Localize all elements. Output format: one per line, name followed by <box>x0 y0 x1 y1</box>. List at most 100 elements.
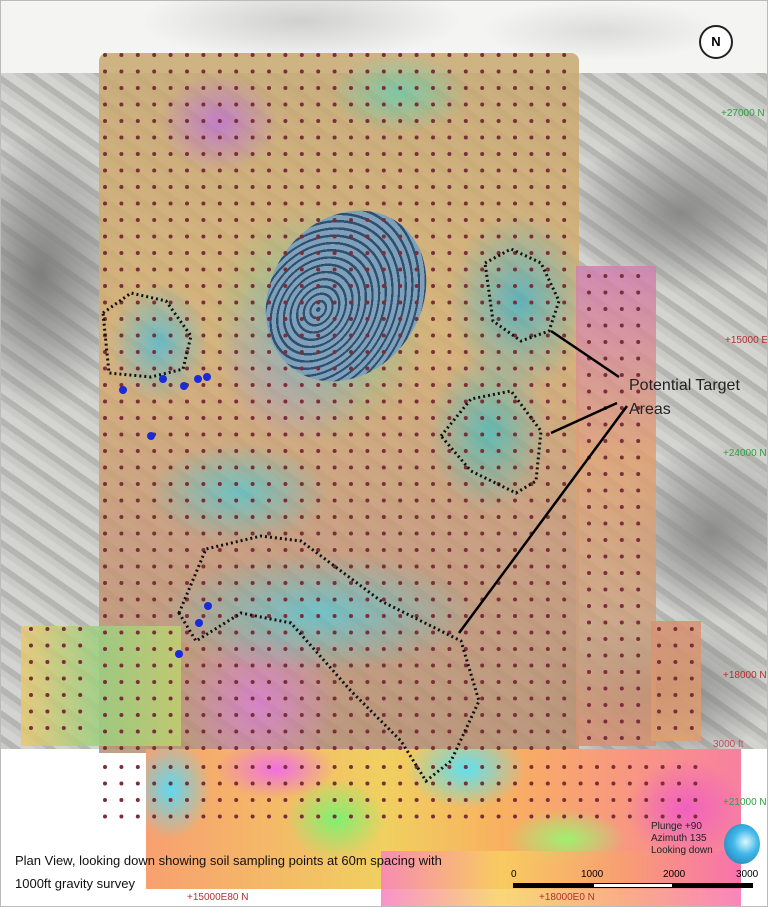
sampling-point <box>381 383 386 387</box>
sampling-point <box>332 300 337 305</box>
sampling-point <box>103 498 107 503</box>
sampling-point <box>135 218 140 222</box>
sampling-point <box>587 571 591 575</box>
sampling-point <box>480 515 485 519</box>
sampling-point <box>217 746 222 750</box>
sampling-point <box>463 102 468 107</box>
sampling-point <box>267 234 271 239</box>
target-area-northeast[interactable] <box>483 247 561 343</box>
sampling-point <box>299 317 304 321</box>
sampling-point <box>283 729 288 734</box>
sampling-point <box>152 350 157 354</box>
sampling-point <box>447 185 452 189</box>
sampling-point <box>431 531 435 536</box>
sampling-point <box>398 647 403 651</box>
sampling-point <box>152 251 157 255</box>
drill-hole[interactable] <box>159 375 167 383</box>
drill-hole[interactable] <box>204 602 212 610</box>
sampling-point <box>152 267 157 272</box>
sampling-point <box>414 201 419 206</box>
sampling-point <box>480 498 485 503</box>
sampling-point <box>365 234 370 239</box>
sampling-point <box>185 168 189 173</box>
sampling-point <box>587 604 591 608</box>
sampling-point <box>332 630 337 635</box>
sampling-point <box>545 366 550 371</box>
sampling-point <box>332 729 337 734</box>
sampling-point <box>267 168 271 173</box>
drill-hole[interactable] <box>180 382 188 390</box>
target-area-east[interactable] <box>439 389 543 495</box>
sampling-point <box>398 366 403 371</box>
sampling-point <box>316 663 321 668</box>
sampling-point <box>480 663 485 668</box>
sampling-point <box>152 564 157 569</box>
sampling-point <box>234 663 239 668</box>
sampling-point <box>603 703 608 707</box>
sampling-point <box>562 465 567 470</box>
sampling-point <box>168 548 173 552</box>
sampling-point <box>693 781 698 786</box>
azimuth-text: Azimuth 135 <box>651 833 707 844</box>
drill-hole[interactable] <box>119 386 127 394</box>
sampling-point <box>267 86 271 90</box>
sampling-point <box>381 218 386 222</box>
sampling-point <box>168 449 173 453</box>
sampling-point <box>316 630 321 635</box>
sampling-point <box>299 680 304 684</box>
sampling-point <box>414 119 419 123</box>
sampling-point <box>587 686 591 691</box>
sampling-point <box>496 185 501 189</box>
drill-hole[interactable] <box>175 650 183 658</box>
sampling-point <box>529 218 534 222</box>
sampling-point <box>603 620 608 625</box>
sampling-point <box>332 284 337 288</box>
sampling-point <box>267 218 271 222</box>
sampling-point <box>316 465 321 470</box>
sampling-point <box>689 693 694 697</box>
sampling-point <box>673 660 678 664</box>
sampling-point <box>365 350 370 354</box>
sampling-point <box>103 350 107 354</box>
sampling-point <box>119 86 124 90</box>
sampling-point <box>234 680 239 684</box>
sampling-point <box>250 597 255 602</box>
sampling-point <box>562 267 567 272</box>
sampling-point <box>636 488 641 493</box>
sampling-point <box>619 356 624 361</box>
sampling-point <box>414 366 419 371</box>
sampling-point <box>480 432 485 437</box>
sampling-point <box>562 69 567 74</box>
drill-hole[interactable] <box>194 375 202 383</box>
sampling-point <box>496 449 501 453</box>
sampling-point <box>283 597 288 602</box>
target-area-west[interactable] <box>101 291 193 379</box>
sampling-point <box>636 356 641 361</box>
sampling-point <box>398 630 403 635</box>
sampling-point <box>119 201 124 206</box>
sampling-point <box>78 660 83 664</box>
sampling-point <box>513 350 517 354</box>
sampling-point <box>119 350 124 354</box>
sampling-point <box>513 69 517 74</box>
sampling-point <box>381 729 386 734</box>
sampling-point <box>152 69 157 74</box>
drill-hole[interactable] <box>147 432 155 440</box>
sampling-point <box>447 663 452 668</box>
sampling-point <box>381 548 386 552</box>
sampling-point <box>152 746 157 750</box>
sampling-point <box>349 300 353 305</box>
sampling-point <box>447 814 452 819</box>
sampling-point <box>545 251 550 255</box>
sampling-point <box>152 168 157 173</box>
sampling-point <box>234 300 239 305</box>
sampling-point <box>316 102 321 107</box>
sampling-point <box>636 439 641 443</box>
sampling-point <box>480 581 485 585</box>
target-area-south[interactable] <box>177 534 481 784</box>
sampling-point <box>267 152 271 156</box>
drill-hole[interactable] <box>203 373 211 381</box>
sampling-point <box>529 119 534 123</box>
drill-hole[interactable] <box>195 619 203 627</box>
sampling-point <box>332 798 337 802</box>
